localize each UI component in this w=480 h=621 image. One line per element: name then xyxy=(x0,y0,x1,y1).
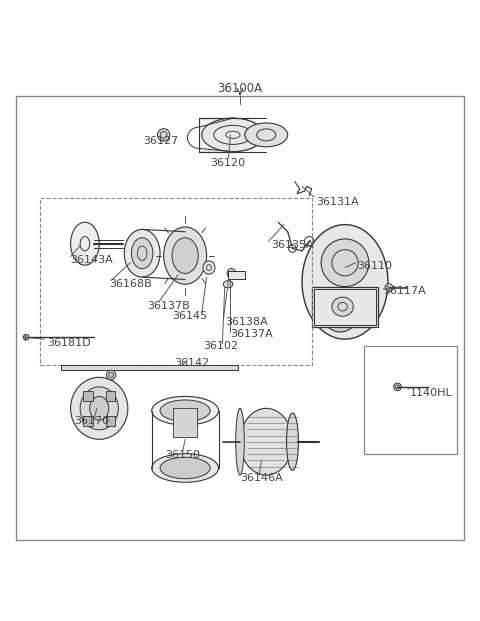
Bar xyxy=(106,416,115,425)
Bar xyxy=(173,409,197,437)
Ellipse shape xyxy=(227,268,236,278)
Ellipse shape xyxy=(152,396,218,425)
Circle shape xyxy=(24,334,29,340)
Ellipse shape xyxy=(287,413,299,470)
Text: 36137A: 36137A xyxy=(230,329,273,339)
Ellipse shape xyxy=(124,229,160,277)
Bar xyxy=(228,271,245,279)
Bar xyxy=(312,287,378,327)
Ellipse shape xyxy=(90,396,109,420)
Ellipse shape xyxy=(152,454,218,483)
Text: 36117A: 36117A xyxy=(383,286,426,296)
Bar xyxy=(61,365,238,370)
Text: 36127: 36127 xyxy=(144,136,179,146)
Ellipse shape xyxy=(203,261,215,274)
Ellipse shape xyxy=(321,289,360,332)
Ellipse shape xyxy=(332,297,353,316)
Bar xyxy=(84,416,93,425)
Ellipse shape xyxy=(71,378,128,439)
Bar xyxy=(314,289,376,325)
Text: 36120: 36120 xyxy=(211,158,246,168)
Text: 36146A: 36146A xyxy=(240,473,283,484)
Bar xyxy=(106,391,115,401)
Ellipse shape xyxy=(302,225,388,339)
Text: 36138A: 36138A xyxy=(225,317,267,327)
Bar xyxy=(364,347,457,454)
Text: 36135A: 36135A xyxy=(271,240,313,250)
Text: 36150: 36150 xyxy=(165,450,200,460)
Ellipse shape xyxy=(160,457,210,479)
Ellipse shape xyxy=(223,281,233,288)
Ellipse shape xyxy=(245,123,288,147)
Text: 36143A: 36143A xyxy=(71,255,113,265)
Ellipse shape xyxy=(132,238,153,269)
Ellipse shape xyxy=(202,118,264,152)
Circle shape xyxy=(394,383,401,391)
Text: 36131A: 36131A xyxy=(316,197,359,207)
Ellipse shape xyxy=(172,238,198,273)
Ellipse shape xyxy=(240,409,292,475)
Text: 36137B: 36137B xyxy=(147,301,190,310)
Ellipse shape xyxy=(236,409,244,475)
Circle shape xyxy=(157,129,170,141)
Text: 36168B: 36168B xyxy=(109,279,152,289)
Text: 36110: 36110 xyxy=(357,261,392,271)
Ellipse shape xyxy=(80,387,118,430)
Text: 36145: 36145 xyxy=(172,311,207,321)
Text: 36100A: 36100A xyxy=(217,82,263,95)
Text: 36102: 36102 xyxy=(204,342,239,351)
Circle shape xyxy=(107,370,116,379)
Text: 1140HL: 1140HL xyxy=(409,388,452,397)
Bar xyxy=(39,198,312,365)
Ellipse shape xyxy=(321,239,369,287)
Ellipse shape xyxy=(164,227,206,284)
Ellipse shape xyxy=(71,222,99,265)
Bar xyxy=(84,391,93,401)
Bar xyxy=(199,118,233,152)
Text: 36142: 36142 xyxy=(175,358,210,368)
Text: 36170: 36170 xyxy=(74,416,109,426)
Text: 36181D: 36181D xyxy=(47,338,90,348)
Circle shape xyxy=(385,284,393,291)
Ellipse shape xyxy=(160,400,210,422)
